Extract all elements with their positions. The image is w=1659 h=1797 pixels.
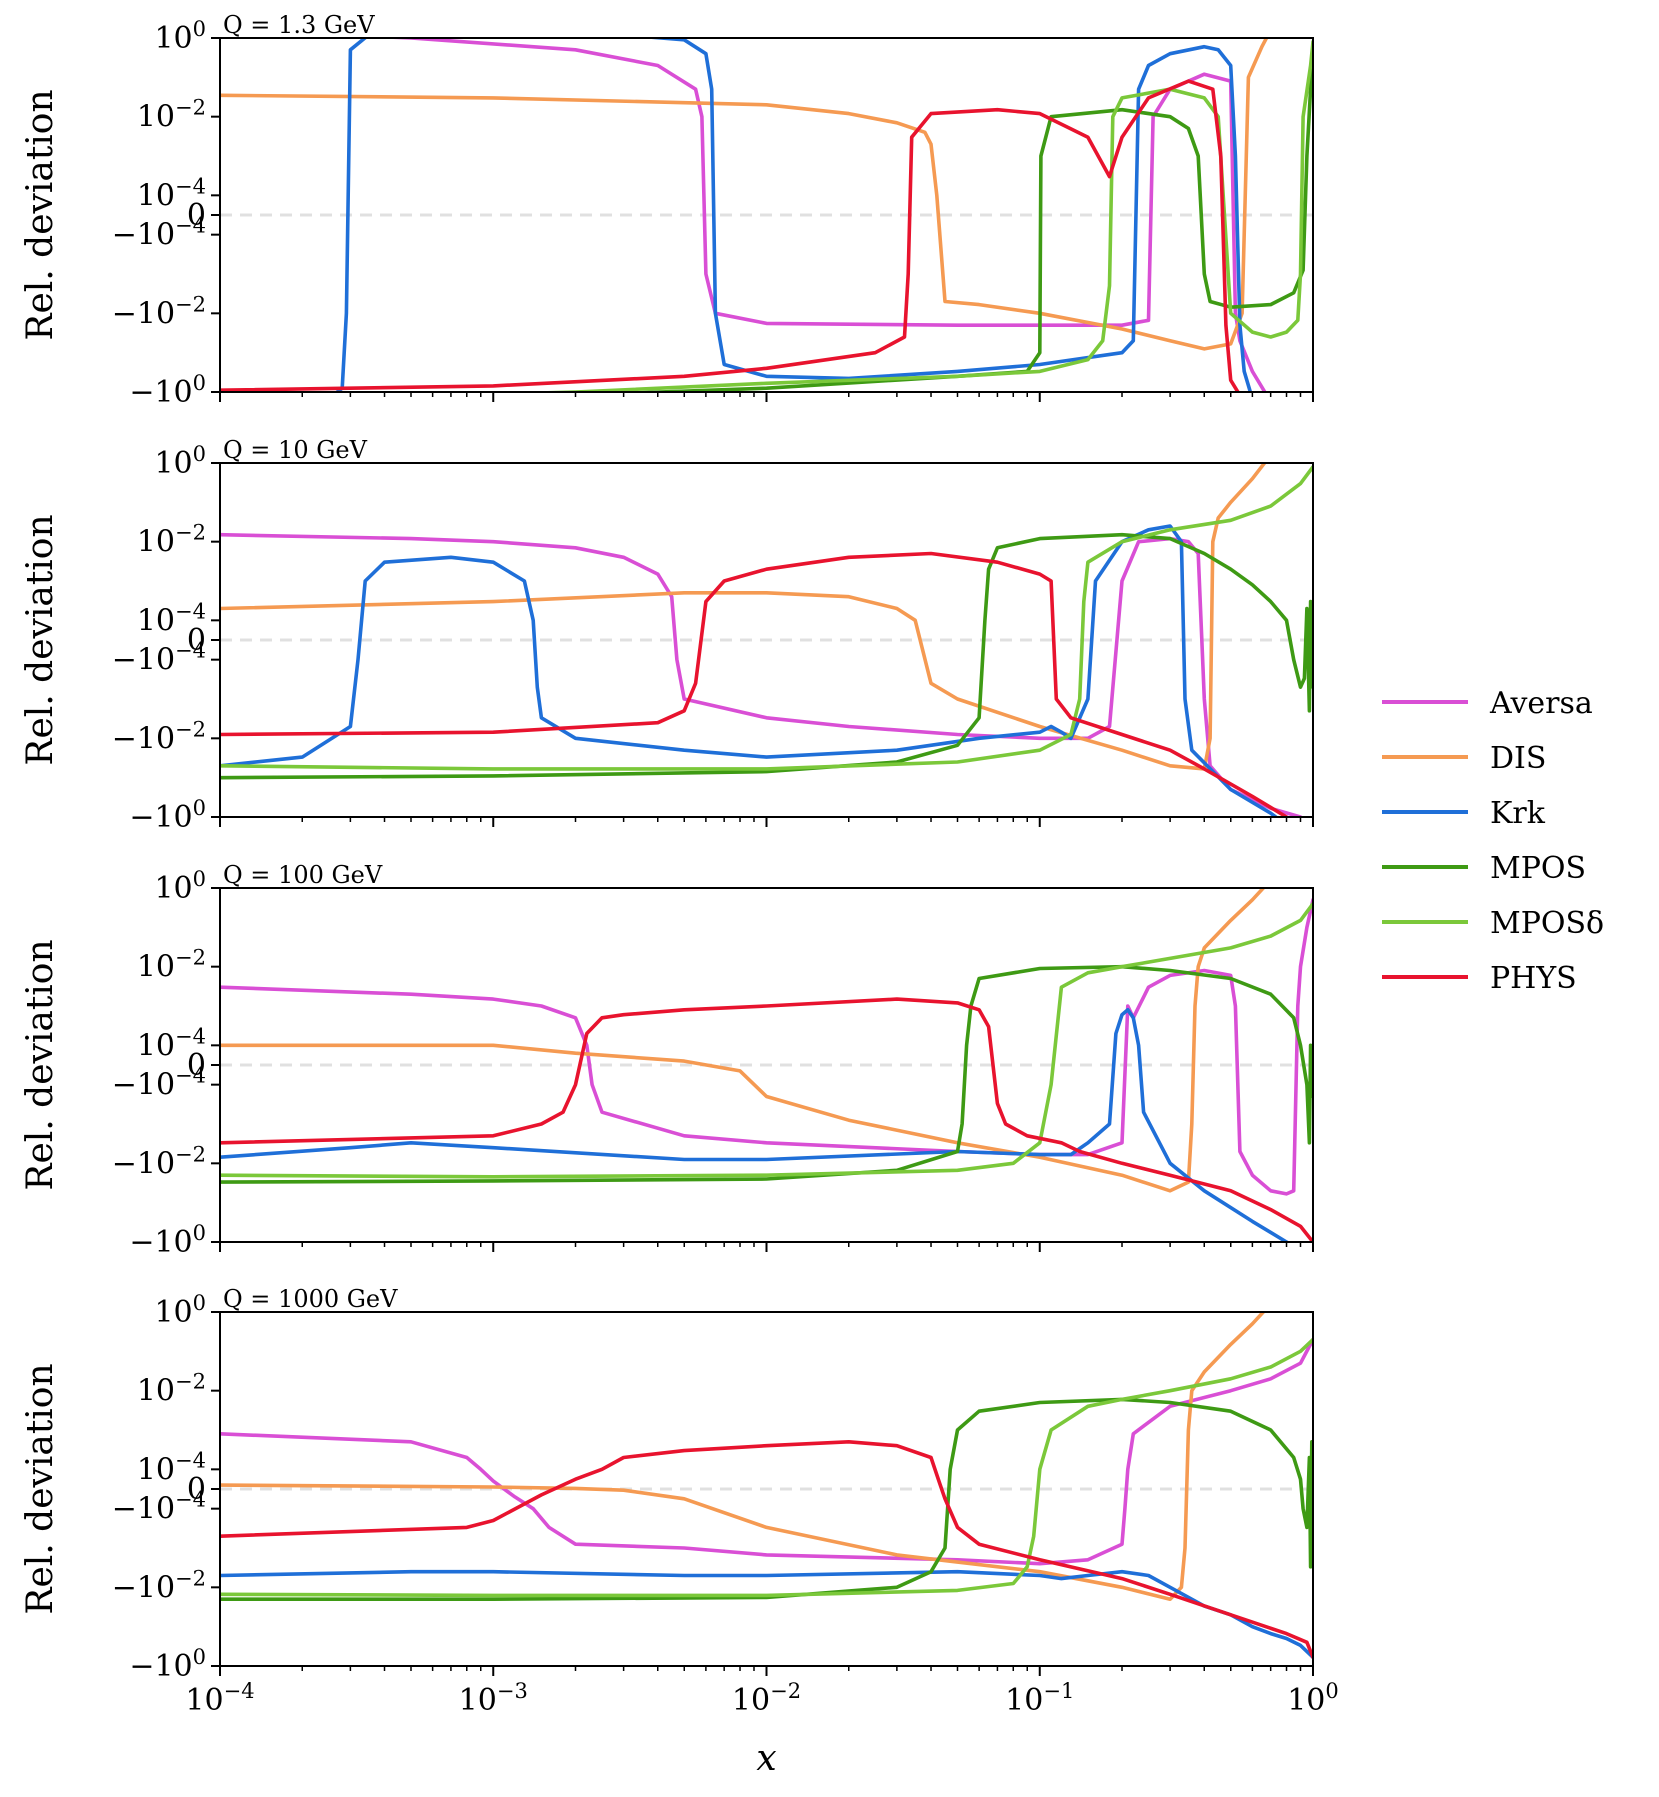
y-axis-label: Rel. deviation [20, 514, 61, 765]
y-tick-label: −10−2 [112, 1142, 206, 1181]
series-line-mpos [220, 964, 1313, 1184]
series-group [220, 1312, 1313, 1660]
series-line-dis [220, 888, 1266, 1193]
series-line-phys [220, 79, 1241, 392]
y-tick-label: −10−2 [112, 1566, 206, 1605]
y-axis-label: Rel. deviation [20, 1363, 61, 1614]
panel-title: Q = 10 GeV [223, 436, 368, 464]
y-tick-label: 100 [154, 1291, 206, 1330]
y-tick-label: −10−4 [112, 1064, 206, 1103]
series-group [220, 38, 1313, 392]
y-tick-label: 100 [154, 17, 206, 56]
x-tick-label: 10−4 [185, 1679, 254, 1718]
series-line-mpos [220, 532, 1313, 780]
y-tick-label: 0 [187, 623, 206, 658]
y-tick-label: 10−2 [137, 946, 206, 985]
panel-title: Q = 100 GeV [223, 861, 383, 889]
series-line-mpos- [220, 901, 1313, 1179]
y-tick-label: 0 [187, 198, 206, 233]
series-line-mpos- [220, 1337, 1313, 1598]
y-tick-label: −10−4 [112, 639, 206, 678]
y-tick-label: −100 [129, 796, 206, 835]
y-tick-label: 10−2 [137, 1370, 206, 1409]
y-tick-label: 10−2 [137, 521, 206, 560]
legend: Aversa DIS Krk MPOS MPOSδ PHYS [1382, 686, 1604, 996]
legend-label-krk: Krk [1490, 796, 1546, 831]
y-tick-label: 0 [187, 1472, 206, 1507]
series-line-mpos- [510, 40, 1313, 392]
series-line-krk [220, 524, 1279, 817]
series-line-dis [220, 38, 1269, 351]
legend-label-dis: DIS [1490, 741, 1546, 776]
series-line-phys [220, 551, 1290, 817]
series-line-dis [220, 1312, 1266, 1601]
series-group [220, 888, 1313, 1242]
y-tick-label: −10−4 [112, 214, 206, 253]
panel-title: Q = 1000 GeV [223, 1285, 398, 1313]
x-tick-label: 100 [1287, 1679, 1339, 1718]
panel-2: 100 10−2 10−40−10−4 −10−2 −100 Q = 10 GeV Rel.… [20, 436, 1314, 835]
panel-title: Q = 1.3 GeV [223, 11, 375, 39]
series-line-dis [220, 463, 1267, 771]
x-tick-label: 10−2 [732, 1679, 801, 1718]
series-group [220, 463, 1313, 817]
y-tick-label: −10−2 [112, 292, 206, 331]
series-line-krk [334, 38, 1253, 392]
legend-label-aversa: Aversa [1489, 686, 1593, 721]
series-line-krk [220, 1008, 1290, 1242]
y-tick-label: −100 [129, 371, 206, 410]
x-axis-label: x [756, 1738, 776, 1779]
y-tick-label: 10−4 [137, 1024, 206, 1063]
panel-3: 100 10−2 10−40−10−4 −10−2 −100 Q = 100 GeV Rel… [20, 861, 1314, 1260]
y-tick-label: 100 [154, 442, 206, 481]
y-tick-label: 10−4 [137, 599, 206, 638]
y-axis-label: Rel. deviation [20, 939, 61, 1190]
y-tick-label: 10−2 [137, 96, 206, 135]
y-axis-label: Rel. deviation [20, 89, 61, 340]
series-line-phys [220, 997, 1313, 1242]
y-tick-label: 100 [154, 867, 206, 906]
series-line-krk [220, 1569, 1313, 1660]
y-tick-label: −100 [129, 1221, 206, 1260]
legend-label-mpos: MPOS [1490, 851, 1586, 886]
y-tick-label: 0 [187, 1048, 206, 1083]
legend-label-mpos-: MPOSδ [1490, 906, 1604, 941]
y-tick-label: −10−2 [112, 717, 206, 756]
y-tick-label: 10−4 [137, 174, 206, 213]
series-line-phys [220, 1440, 1313, 1660]
x-tick-label: 10−1 [1005, 1679, 1074, 1718]
series-line-mpos- [220, 465, 1313, 771]
legend-label-phys: PHYS [1490, 961, 1577, 996]
x-tick-label: 10−3 [459, 1679, 528, 1718]
series-line-aversa [220, 532, 1303, 817]
panel-1: 100 10−2 10−40−10−4 −10−2 −100 Q = 1.3 GeV Rel… [20, 11, 1314, 410]
y-tick-label: −100 [129, 1645, 206, 1684]
y-tick-label: −10−4 [112, 1488, 206, 1527]
series-line-mpos [220, 1397, 1313, 1601]
